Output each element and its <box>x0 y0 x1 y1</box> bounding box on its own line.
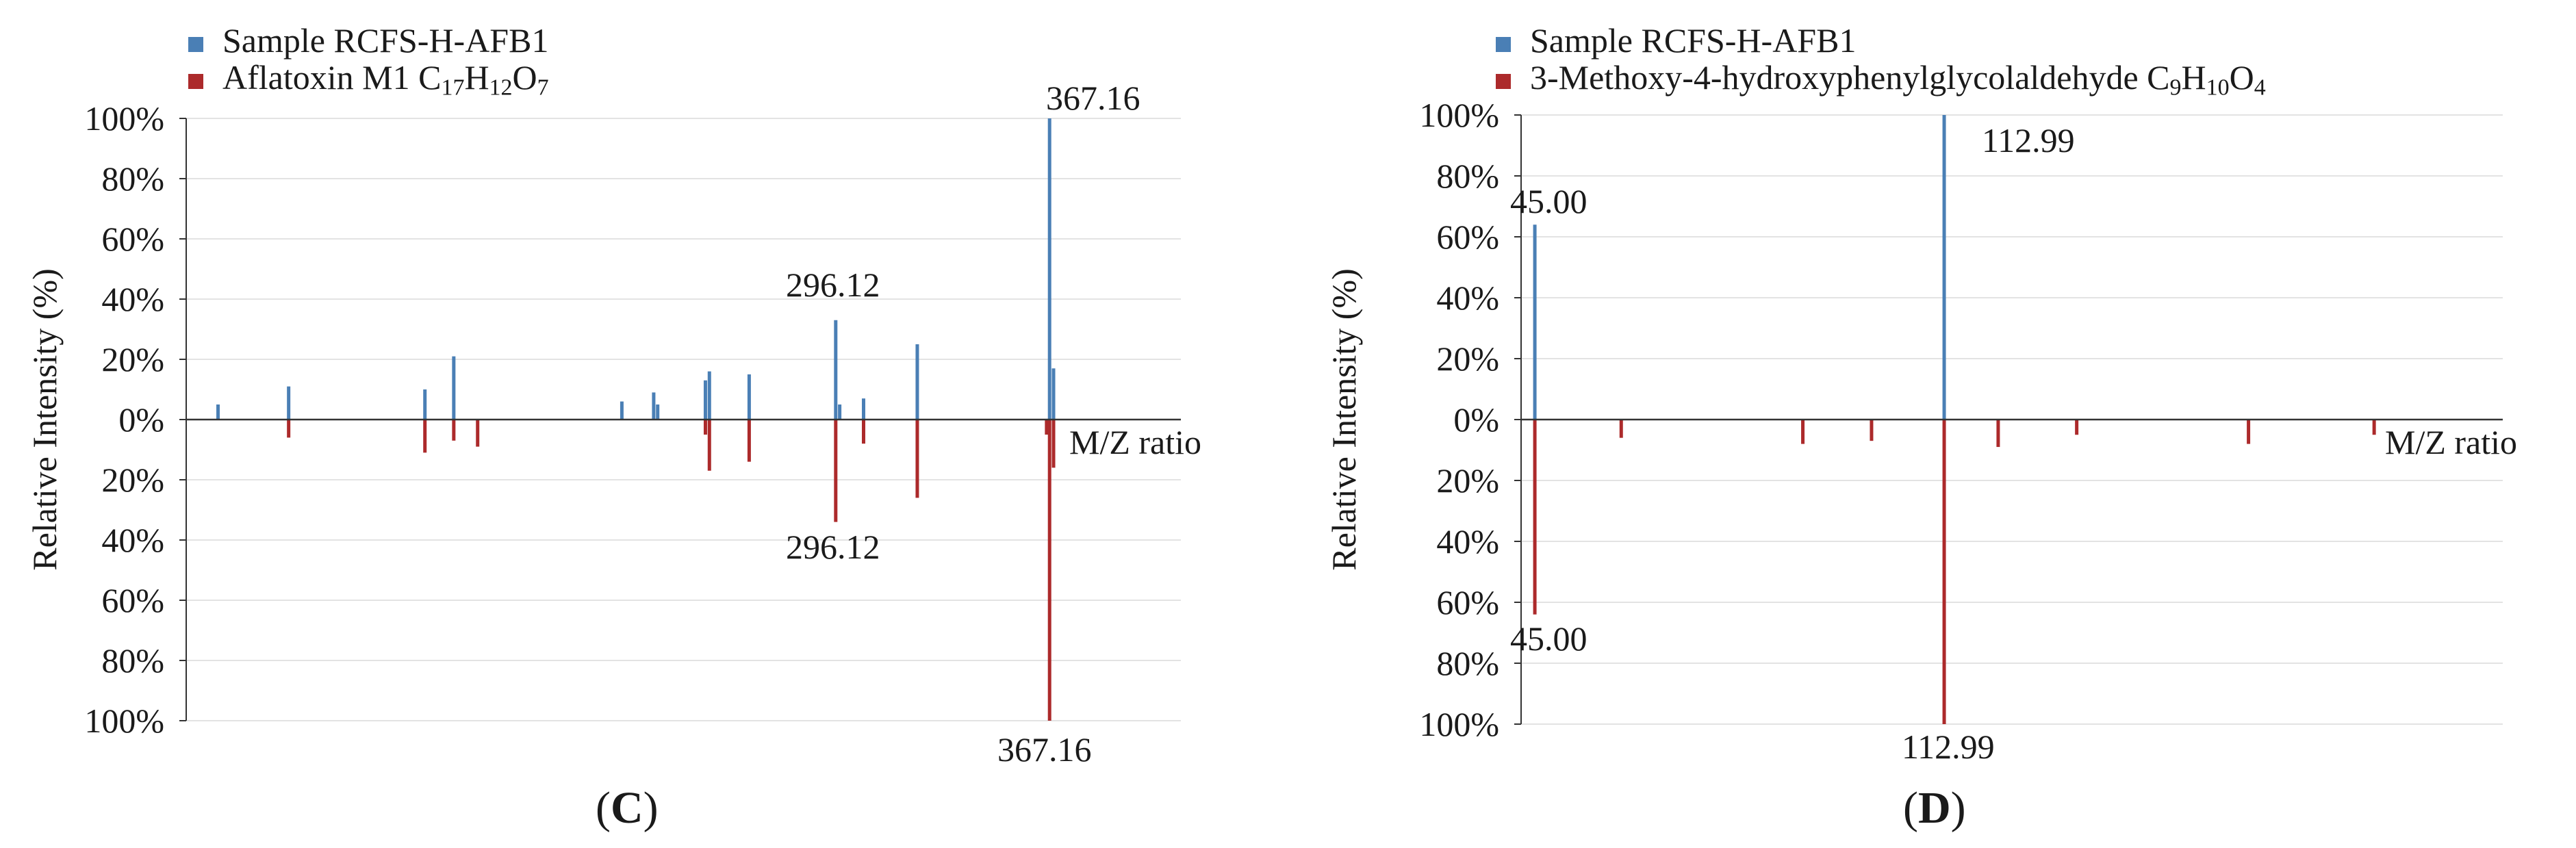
y-tick-label: 100% <box>84 99 164 138</box>
y-tick-label: 80% <box>1436 157 1499 195</box>
y-tick-label: 40% <box>1436 279 1499 317</box>
chart-plot-d: 100% 80% 60% 40% 20% 0% 20% 40% 60% 80% 100% Relati… <box>1325 96 2517 766</box>
chart-panel-c: Sample RCFS-H-AFB1 Aflatoxin M1 C17H12O7… <box>0 0 1287 848</box>
peak-annotation: 112.99 <box>1982 121 2075 159</box>
y-tick-label: 60% <box>101 581 164 619</box>
y-axis-title: Relative Intensity (%) <box>1325 268 1363 571</box>
x-axis-title: M/Z ratio <box>2385 423 2517 461</box>
legend-label: Aflatoxin M1 C17H12O7 <box>222 58 549 101</box>
y-tick-label: 60% <box>1436 583 1499 621</box>
peak-annotation: 45.00 <box>1510 619 1587 658</box>
y-tick-label: 40% <box>101 280 164 318</box>
y-tick-label: 60% <box>1436 218 1499 256</box>
peak-annotation: 112.99 <box>1902 728 1995 766</box>
y-tick-label: 80% <box>101 641 164 680</box>
legend-label: 3-Methoxy-4-hydroxyphenylglycolaldehyde … <box>1530 58 2266 101</box>
y-tick-label: 80% <box>1436 644 1499 682</box>
legend-swatch <box>188 37 203 52</box>
legend-label: Sample RCFS-H-AFB1 <box>1530 21 1857 60</box>
panel-label-c: (C) <box>596 783 659 833</box>
legend-swatch <box>1496 37 1511 52</box>
chart-panel-d: Sample RCFS-H-AFB1 3-Methoxy-4-hydroxyph… <box>1301 0 2576 848</box>
panel-label-d: (D) <box>1903 783 1966 833</box>
x-axis-title: M/Z ratio <box>1069 423 1201 461</box>
peak-annotation: 296.12 <box>786 528 880 566</box>
y-tick-label: 20% <box>101 461 164 499</box>
y-tick-label: 60% <box>101 220 164 258</box>
y-tick-label: 0% <box>118 400 164 439</box>
y-tick-label: 80% <box>101 159 164 198</box>
y-tick-label: 0% <box>1453 400 1499 439</box>
y-tick-label: 20% <box>101 340 164 378</box>
y-tick-label: 40% <box>1436 522 1499 561</box>
legend-swatch <box>1496 74 1511 89</box>
legend-swatch <box>188 74 203 89</box>
peak-annotation: 367.16 <box>997 730 1092 769</box>
y-tick-label: 20% <box>1436 339 1499 378</box>
y-tick-label: 100% <box>1419 96 1499 134</box>
y-tick-label: 20% <box>1436 461 1499 500</box>
y-tick-label: 100% <box>84 702 164 740</box>
peak-annotation: 367.16 <box>1046 79 1140 117</box>
y-tick-label: 100% <box>1419 705 1499 743</box>
legend-label: Sample RCFS-H-AFB1 <box>222 21 549 60</box>
y-axis-title: Relative Intensity (%) <box>25 268 64 571</box>
peak-annotation: 45.00 <box>1510 182 1587 220</box>
peak-annotation: 296.12 <box>786 266 880 304</box>
chart-plot-c: 100% 80% 60% 40% 20% 0% 20% 40% 60% 80% 100% Relati… <box>25 79 1201 769</box>
y-tick-label: 40% <box>101 521 164 559</box>
